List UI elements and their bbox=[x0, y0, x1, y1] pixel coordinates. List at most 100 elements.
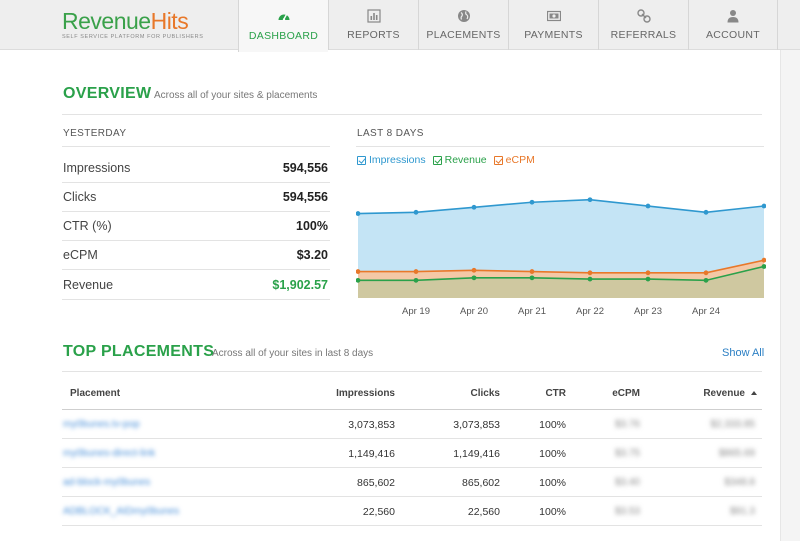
show-all-link[interactable]: Show All bbox=[722, 347, 765, 359]
data-point-ecpm[interactable] bbox=[471, 267, 477, 273]
nav-dashboard[interactable]: DASHBOARD bbox=[238, 0, 328, 52]
stat-row-impressions: Impressions 594,556 bbox=[62, 154, 330, 183]
scrollbar-track[interactable] bbox=[780, 50, 800, 541]
logo-tagline: SELF SERVICE PLATFORM FOR PUBLISHERS bbox=[62, 34, 204, 40]
legend-impressions-toggle[interactable]: Impressions bbox=[357, 154, 426, 166]
cell-clicks: 22,560 bbox=[467, 506, 500, 518]
logo-text-revenue: Revenue bbox=[62, 8, 151, 34]
overview-subtitle: Across all of your sites & placements bbox=[154, 90, 318, 101]
data-point-impressions[interactable] bbox=[587, 197, 593, 203]
x-tick-label: Apr 23 bbox=[634, 306, 662, 317]
col-header-ecpm[interactable]: eCPM bbox=[612, 388, 640, 399]
x-tick-label: Apr 20 bbox=[460, 306, 488, 317]
cell-ecpm: $3.40 bbox=[614, 477, 640, 488]
legend-revenue-toggle[interactable]: Revenue bbox=[432, 154, 487, 166]
main-nav: DASHBOARD REPORTS PLACEMENTS PAYMENTS RE… bbox=[238, 0, 778, 52]
nav-placements[interactable]: PLACEMENTS bbox=[418, 0, 508, 50]
series-line-ecpm bbox=[358, 259, 765, 274]
data-point-ecpm[interactable] bbox=[413, 269, 419, 274]
x-tick-label: Apr 19 bbox=[402, 306, 430, 317]
data-point-ecpm[interactable] bbox=[356, 269, 361, 274]
data-point-impressions[interactable] bbox=[761, 203, 766, 209]
stat-row-clicks: Clicks 594,556 bbox=[62, 183, 330, 212]
nav-label: PLACEMENTS bbox=[426, 29, 501, 41]
data-point-revenue[interactable] bbox=[645, 276, 651, 282]
cell-revenue: $865.69 bbox=[718, 448, 755, 459]
stat-value: 594,556 bbox=[282, 161, 328, 175]
cell-ecpm: $3.75 bbox=[614, 448, 640, 459]
top-header: RevenueHits SELF SERVICE PLATFORM FOR PU… bbox=[0, 0, 800, 52]
col-header-impressions[interactable]: Impressions bbox=[336, 388, 395, 399]
gauge-icon bbox=[278, 14, 289, 21]
globe-icon bbox=[457, 10, 470, 22]
placement-link[interactable]: ad-block-my0bunes bbox=[63, 477, 151, 488]
cell-clicks: 1,149,416 bbox=[453, 448, 500, 460]
divider bbox=[62, 525, 762, 526]
data-point-impressions[interactable] bbox=[356, 211, 361, 216]
nav-label: DASHBOARD bbox=[248, 30, 319, 42]
series-line-impressions bbox=[357, 198, 765, 215]
stat-label: CTR (%) bbox=[63, 219, 112, 233]
yesterday-heading: YESTERDAY bbox=[63, 128, 127, 139]
col-header-ctr[interactable]: CTR bbox=[545, 388, 566, 399]
col-header-clicks[interactable]: Clicks bbox=[470, 388, 500, 399]
divider bbox=[62, 409, 762, 410]
checkbox-icon bbox=[357, 155, 366, 165]
nav-payments[interactable]: PAYMENTS bbox=[508, 0, 598, 50]
chart-legend: Impressions Revenue eCPM bbox=[357, 154, 542, 166]
divider bbox=[62, 371, 762, 372]
legend-label: eCPM bbox=[505, 154, 535, 166]
data-point-ecpm[interactable] bbox=[587, 270, 593, 276]
data-point-ecpm[interactable] bbox=[529, 269, 535, 274]
stat-row-ecpm: eCPM $3.20 bbox=[62, 241, 330, 270]
data-point-ecpm[interactable] bbox=[645, 270, 651, 276]
legend-ecpm-toggle[interactable]: eCPM bbox=[493, 154, 535, 166]
series-line-revenue bbox=[358, 265, 765, 282]
col-header-revenue[interactable]: Revenue bbox=[703, 388, 745, 399]
revenuehits-logo[interactable]: RevenueHits SELF SERVICE PLATFORM FOR PU… bbox=[62, 9, 204, 40]
data-point-revenue[interactable] bbox=[587, 276, 593, 282]
data-point-revenue[interactable] bbox=[529, 275, 535, 281]
data-point-revenue[interactable] bbox=[761, 264, 766, 269]
x-tick-label: Apr 22 bbox=[576, 306, 604, 317]
nav-label: REPORTS bbox=[347, 29, 400, 41]
stat-label: Clicks bbox=[63, 190, 97, 204]
checkbox-icon bbox=[493, 155, 503, 165]
nav-reports[interactable]: REPORTS bbox=[328, 0, 418, 50]
stat-value: $3.20 bbox=[296, 248, 328, 262]
last-8-days-chart: Apr 19 Apr 20 Apr 21 Apr 22 Apr 23 Apr 24 bbox=[356, 197, 766, 317]
data-point-revenue[interactable] bbox=[413, 277, 419, 283]
data-point-revenue[interactable] bbox=[356, 277, 361, 283]
bar-chart-icon bbox=[366, 9, 381, 23]
cell-revenue: $348.8 bbox=[724, 477, 755, 488]
nav-account[interactable]: ACCOUNT bbox=[688, 0, 778, 50]
data-point-impressions[interactable] bbox=[645, 203, 651, 209]
data-point-ecpm[interactable] bbox=[703, 270, 709, 276]
divider bbox=[62, 496, 762, 497]
cell-ctr: 100% bbox=[539, 419, 566, 431]
data-point-revenue[interactable] bbox=[703, 277, 709, 283]
sort-ascending-icon[interactable] bbox=[751, 391, 757, 395]
stat-value: 594,556 bbox=[282, 190, 328, 204]
data-point-impressions[interactable] bbox=[413, 209, 419, 215]
cell-ctr: 100% bbox=[539, 506, 566, 518]
data-point-impressions[interactable] bbox=[529, 199, 535, 205]
data-point-ecpm[interactable] bbox=[761, 257, 766, 263]
data-point-impressions[interactable] bbox=[471, 204, 477, 210]
cell-ecpm: $3.76 bbox=[614, 419, 640, 430]
x-tick-label: Apr 24 bbox=[692, 306, 720, 317]
placement-link[interactable]: my0bunes.tv-pop bbox=[63, 419, 140, 430]
data-point-revenue[interactable] bbox=[471, 275, 477, 281]
divider bbox=[356, 146, 764, 147]
overview-title: OVERVIEW bbox=[63, 85, 152, 102]
cell-clicks: 865,602 bbox=[462, 477, 500, 489]
data-point-impressions[interactable] bbox=[703, 209, 709, 215]
col-header-placement[interactable]: Placement bbox=[70, 388, 121, 399]
placement-link[interactable]: ADBLOCK_AIDmy0bunes bbox=[63, 506, 180, 517]
link-icon bbox=[636, 9, 651, 23]
nav-label: REFERRALS bbox=[610, 29, 677, 41]
placement-link[interactable]: my0bunes-direct-link bbox=[63, 448, 156, 459]
stat-label: eCPM bbox=[63, 248, 98, 262]
nav-referrals[interactable]: REFERRALS bbox=[598, 0, 688, 50]
legend-label: Revenue bbox=[444, 154, 487, 166]
